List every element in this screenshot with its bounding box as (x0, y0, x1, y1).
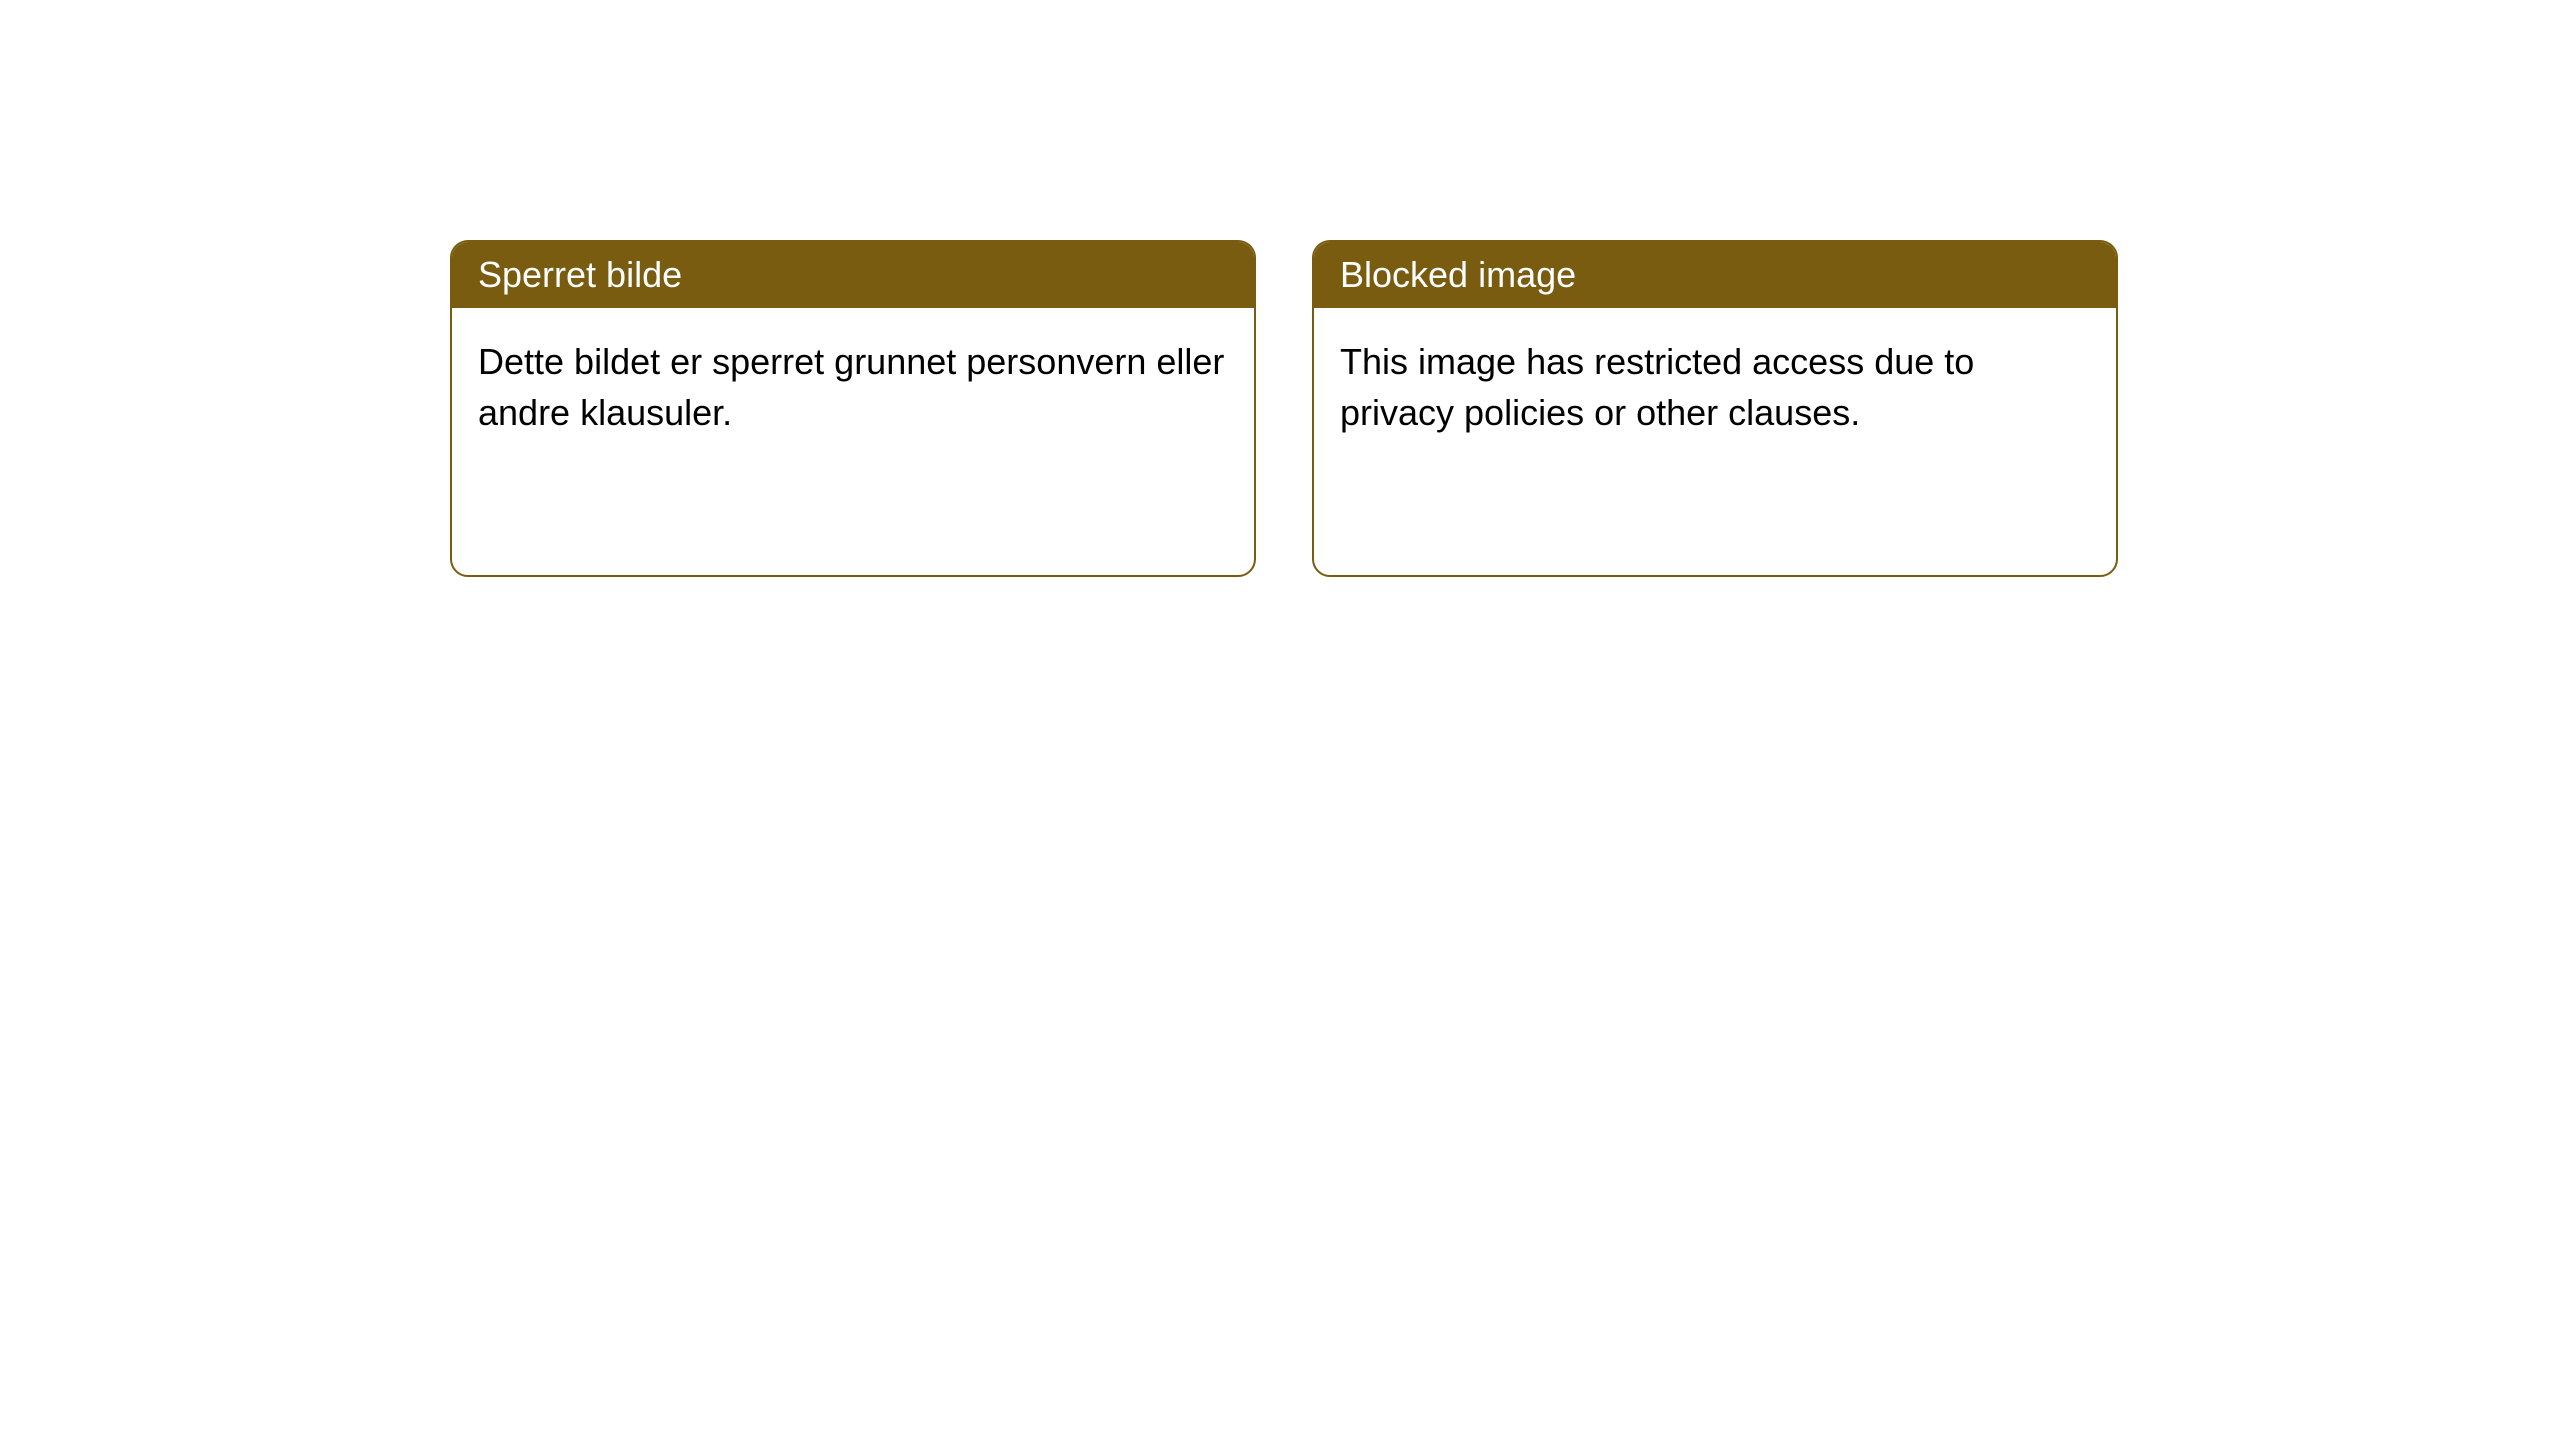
box-header: Blocked image (1314, 242, 2116, 308)
box-body: Dette bildet er sperret grunnet personve… (452, 308, 1254, 466)
blocked-image-box-no: Sperret bilde Dette bildet er sperret gr… (450, 240, 1256, 577)
box-title: Blocked image (1340, 254, 1576, 295)
box-body-text: This image has restricted access due to … (1340, 341, 1974, 433)
box-body: This image has restricted access due to … (1314, 308, 2116, 466)
box-title: Sperret bilde (478, 254, 682, 295)
message-container: Sperret bilde Dette bildet er sperret gr… (450, 240, 2118, 577)
box-header: Sperret bilde (452, 242, 1254, 308)
box-body-text: Dette bildet er sperret grunnet personve… (478, 341, 1224, 433)
blocked-image-box-en: Blocked image This image has restricted … (1312, 240, 2118, 577)
